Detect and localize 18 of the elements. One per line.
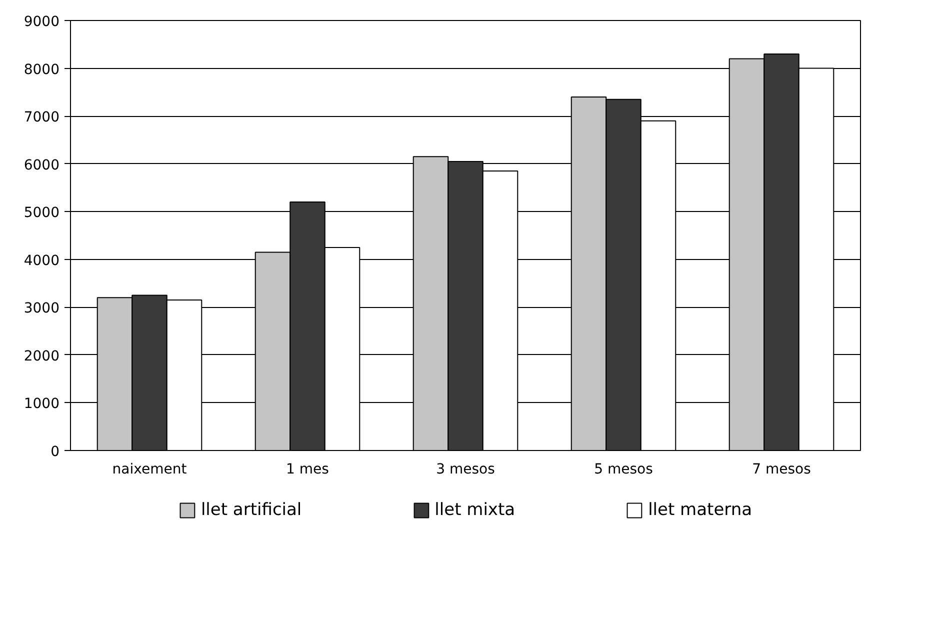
- x-tick-label: 1 mes: [286, 462, 329, 478]
- legend-label: llet materna: [648, 500, 752, 520]
- y-tick-label: 8000: [24, 62, 60, 78]
- y-tick-label: 9000: [24, 14, 60, 30]
- y-tick-label: 2000: [24, 348, 60, 364]
- y-tick-label: 6000: [24, 157, 60, 174]
- x-tick-label: 5 mesos: [594, 462, 653, 478]
- x-tick-label: naixement: [112, 462, 188, 478]
- y-tick-label: 7000: [24, 110, 60, 126]
- y-tick-label: 3000: [24, 300, 60, 317]
- legend-label: llet mixta: [434, 500, 516, 520]
- y-tick-label: 5000: [24, 205, 60, 222]
- y-tick-label: 4000: [24, 252, 60, 269]
- y-tick-label: 1000: [24, 396, 60, 412]
- x-tick-label: 3 mesos: [436, 462, 495, 478]
- x-tick-label: 7 mesos: [752, 462, 811, 478]
- y-tick-label: 0: [50, 444, 60, 460]
- legend-label: llet artificial: [200, 500, 302, 520]
